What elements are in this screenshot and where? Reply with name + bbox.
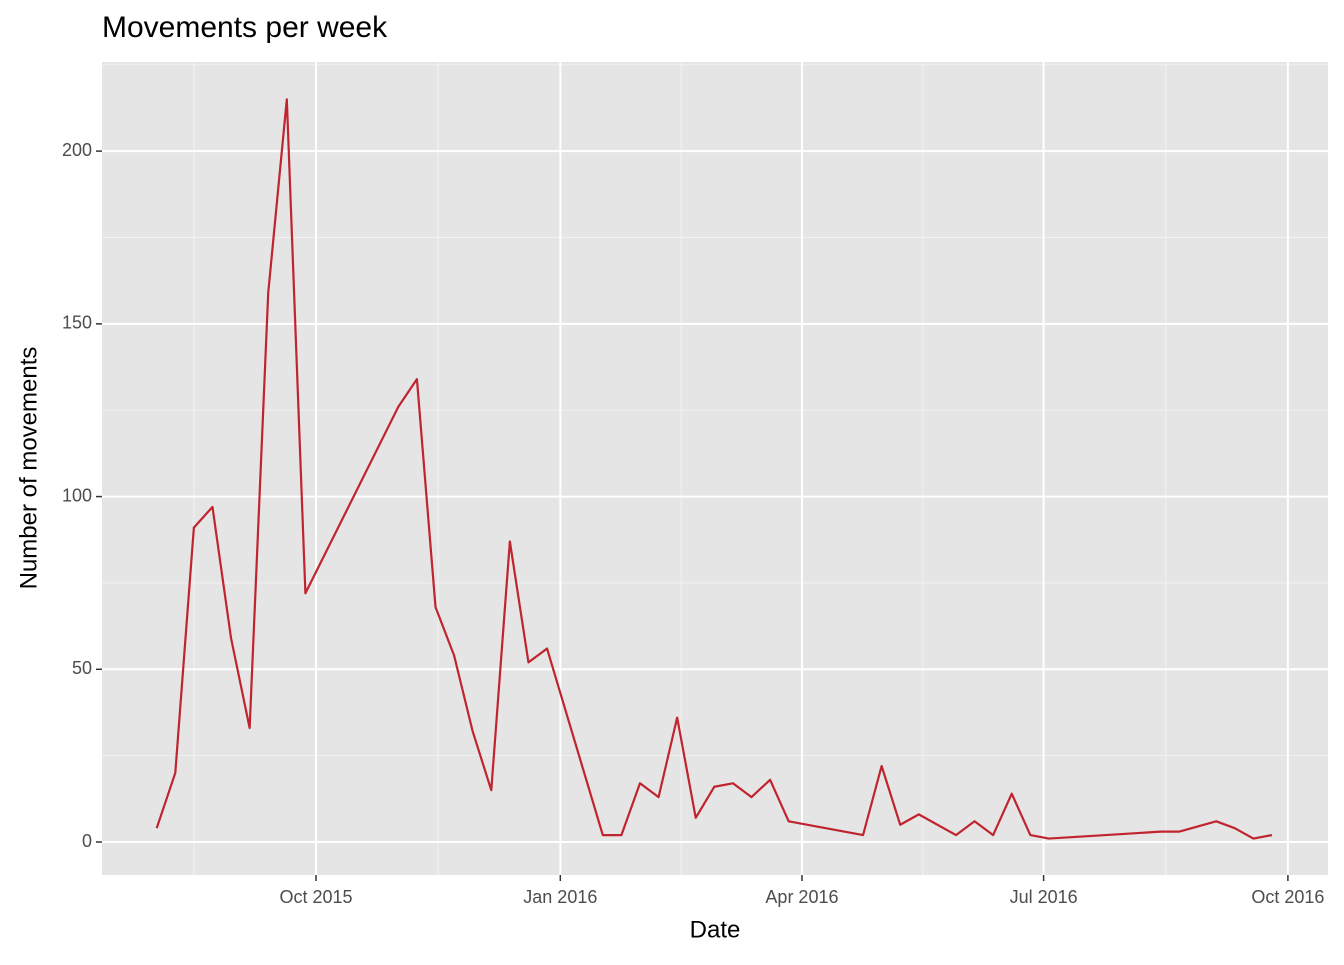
line	[155, 98, 1273, 840]
x-tick-label: Jul 2016	[1010, 887, 1078, 907]
x-tick-label: Oct 2016	[1251, 887, 1324, 907]
y-tick-label: 100	[62, 485, 92, 505]
x-tick-label: Jan 2016	[523, 887, 597, 907]
x-tick-label: Apr 2016	[765, 887, 838, 907]
y-tick-label: 150	[62, 313, 92, 333]
y-tick-label: 0	[82, 831, 92, 851]
x-tick-label: Oct 2015	[280, 887, 353, 907]
y-tick-label: 200	[62, 140, 92, 160]
y-tick-label: 50	[72, 658, 92, 678]
x-axis-label: Date	[690, 916, 741, 943]
panel	[102, 62, 1328, 875]
y-axis-label: Number of movements	[15, 347, 42, 590]
chart-title: Movements per week	[102, 11, 388, 44]
